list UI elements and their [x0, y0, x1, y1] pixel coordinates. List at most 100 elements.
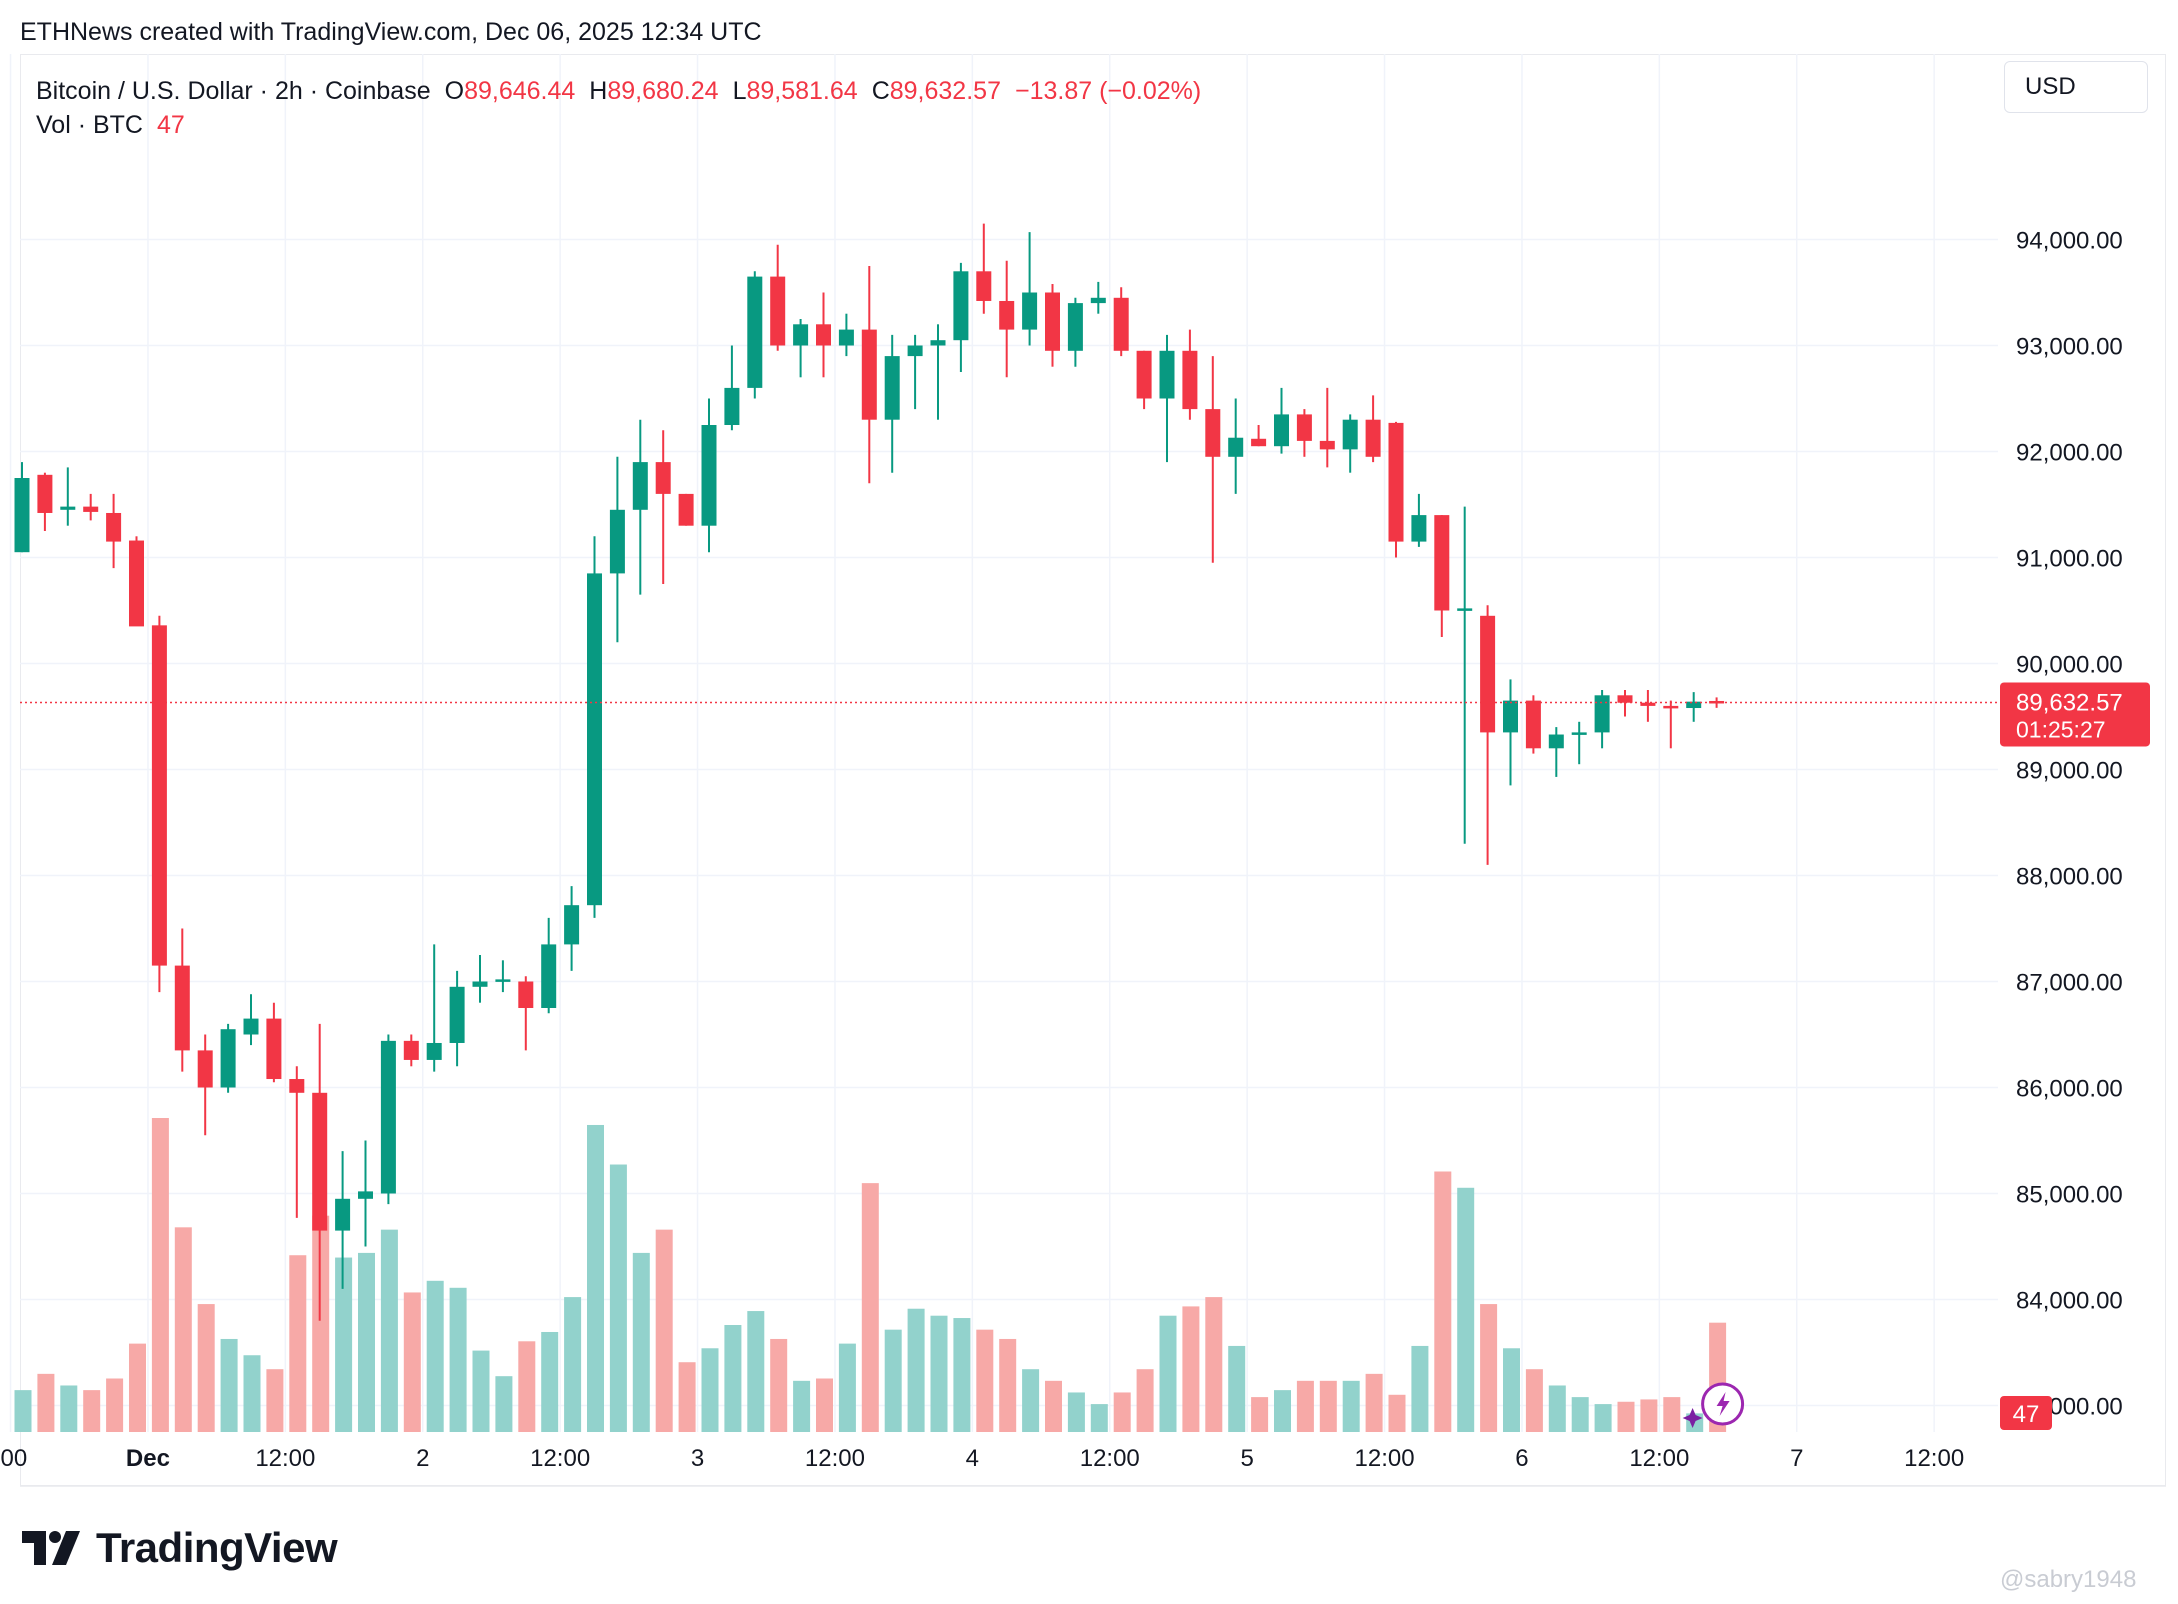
volume-bar: [1411, 1345, 1429, 1432]
volume-bar: [587, 1124, 604, 1432]
candle-body: [1571, 732, 1587, 735]
price-tag-value: 89,632.57: [2016, 689, 2123, 716]
sparkle-icon: [1682, 1408, 1703, 1428]
price-tick-label: 85,000.00: [2016, 1182, 2123, 1209]
volume-bar: [1571, 1397, 1589, 1432]
candle-body: [793, 324, 809, 346]
volume-bar: [472, 1350, 490, 1432]
volume-bar: [1113, 1392, 1131, 1432]
volume-bar: [838, 1343, 856, 1432]
change-value: −13.87 (−0.02%): [1014, 77, 1202, 105]
volume-legend-row: Vol · BTC 47: [36, 108, 1201, 142]
volume-bar: [1159, 1315, 1177, 1432]
volume-bar: [14, 1390, 32, 1432]
candle-body: [1045, 292, 1060, 351]
currency-button[interactable]: USD: [2004, 61, 2148, 113]
tradingview-logo[interactable]: TradingView: [22, 1524, 338, 1572]
candle-body: [518, 981, 534, 1008]
volume-bar: [1296, 1380, 1314, 1432]
price-axis: 94,000.00 93,000.00 92,000.00 91,000.00 90,0…: [2016, 228, 2123, 1421]
candle-body: [335, 1198, 351, 1231]
volume-bar: [1319, 1380, 1337, 1432]
volume-bar: [1045, 1380, 1062, 1432]
candle-body: [403, 1040, 419, 1060]
time-tick-label: 12:00: [805, 1445, 865, 1472]
volume-bar: [541, 1331, 559, 1432]
candle-body: [1411, 515, 1427, 542]
price-tick-label: 94,000.00: [2016, 228, 2123, 255]
chart-grid: [9, 54, 1998, 1432]
price-tick-label: 89,000.00: [2016, 758, 2123, 785]
chart-attribution: ETHNews created with TradingView.com, De…: [20, 18, 762, 46]
lightning-bolt-icon: [1716, 1392, 1730, 1416]
volume-bar: [930, 1315, 948, 1432]
open-value: 89,646.44: [464, 77, 576, 105]
candle-body: [1296, 414, 1312, 441]
volume-bar: [266, 1369, 284, 1432]
volume-bar: [449, 1287, 467, 1432]
volume-tag: [2000, 1396, 2052, 1430]
volume-bar: [632, 1252, 650, 1432]
tradingview-logo-text: TradingView: [96, 1524, 338, 1571]
volume-bar: [953, 1318, 971, 1432]
volume-bar: [60, 1385, 78, 1432]
volume-value: 47: [156, 111, 185, 139]
volume-bar: [106, 1378, 124, 1432]
watermark: @sabry1948: [2000, 1566, 2137, 1593]
candle-body: [1205, 409, 1221, 457]
symbol-label[interactable]: Bitcoin / U.S. Dollar · 2h · Coinbase: [36, 77, 431, 105]
candle-body: [243, 1018, 259, 1035]
candle-body: [1640, 702, 1656, 706]
volume-bar: [999, 1338, 1017, 1432]
candle-body: [838, 329, 854, 346]
price-tick-label: 93,000.00: [2016, 334, 2123, 361]
volume-bar: [1617, 1401, 1635, 1432]
volume-bar: [1365, 1373, 1383, 1432]
open-label: O: [444, 77, 465, 105]
volume-bar: [1434, 1171, 1452, 1432]
volume-bar: [564, 1297, 582, 1432]
time-tick-label: 7: [1790, 1445, 1803, 1472]
price-tick-label: 87,000.00: [2016, 970, 2123, 997]
price-tick-label: 91,000.00: [2016, 546, 2123, 573]
volume-series: [14, 1118, 1727, 1432]
candle-body: [495, 979, 511, 982]
volume-bar: [1594, 1404, 1612, 1432]
candle-body: [1136, 350, 1152, 399]
volume-bar: [1228, 1345, 1246, 1432]
volume-bar: [1251, 1397, 1269, 1432]
candle-body: [541, 944, 557, 1008]
candle-body: [976, 271, 992, 301]
candle-body: [174, 965, 190, 1051]
volume-bar: [678, 1362, 696, 1432]
time-tick-label: 12:00: [1904, 1445, 1964, 1472]
volume-bar: [1663, 1397, 1681, 1432]
volume-bar: [1067, 1392, 1085, 1432]
candle-body: [1274, 414, 1289, 447]
price-tick-label: 86,000.00: [2016, 1076, 2123, 1103]
volume-bar: [1640, 1399, 1658, 1432]
price-tick-label: 90,000.00: [2016, 652, 2123, 679]
candle-body: [907, 345, 923, 357]
volume-bar: [1503, 1348, 1520, 1432]
candle-body: [1067, 303, 1083, 351]
candle-body: [1480, 615, 1496, 733]
volume-bar: [1525, 1369, 1543, 1432]
time-tick-label: 4: [966, 1445, 979, 1472]
candle-body: [83, 506, 99, 512]
candle-body: [1159, 350, 1175, 399]
candle-body: [1022, 292, 1038, 330]
volume-label[interactable]: Vol · BTC: [36, 111, 143, 139]
candle-body: [999, 300, 1015, 330]
time-tick-label: 3: [691, 1445, 704, 1472]
candle-body: [312, 1092, 328, 1231]
candle-body: [1090, 297, 1106, 304]
candle-body: [1617, 695, 1633, 703]
volume-bar: [816, 1378, 833, 1432]
volume-bar: [197, 1304, 215, 1432]
volume-bar: [976, 1329, 994, 1432]
chart-legend: Bitcoin / U.S. Dollar · 2h · Coinbase O89…: [36, 74, 1201, 142]
candle-body: [358, 1191, 373, 1199]
